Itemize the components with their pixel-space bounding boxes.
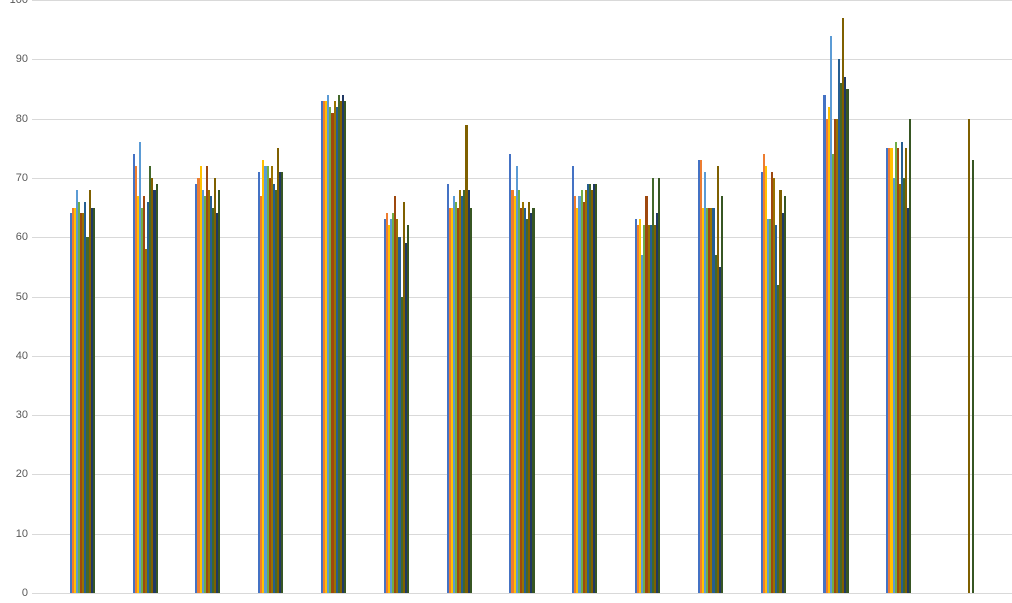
y-tick-label: 0 [4, 587, 28, 599]
bar [846, 89, 848, 593]
bar [721, 196, 723, 593]
bar-group [258, 0, 283, 593]
gridline [32, 593, 1012, 594]
y-tick-label: 50 [4, 291, 28, 303]
bar-group [133, 0, 158, 593]
bar-group [195, 0, 220, 593]
bar-group [384, 0, 409, 593]
y-tick-label: 100 [4, 0, 28, 6]
bar-group [761, 0, 786, 593]
bar [532, 208, 534, 593]
y-tick-label: 40 [4, 350, 28, 362]
bar-group [949, 0, 974, 593]
bar [968, 119, 970, 593]
y-tick-label: 80 [4, 113, 28, 125]
bar-group [447, 0, 472, 593]
bar-group [886, 0, 911, 593]
bar-group [698, 0, 723, 593]
bar-group [509, 0, 534, 593]
chart-container: 0 10 20 30 40 50 60 70 80 90 100 [0, 0, 1012, 603]
bar [470, 208, 472, 593]
plot-area [32, 0, 1012, 593]
bar [972, 160, 974, 593]
bar [595, 184, 597, 593]
bar [909, 119, 911, 593]
bar-group [823, 0, 848, 593]
y-tick-label: 20 [4, 468, 28, 480]
bar-group [635, 0, 660, 593]
y-tick-label: 30 [4, 409, 28, 421]
bar [407, 225, 409, 593]
bar-group [70, 0, 95, 593]
bar [93, 208, 95, 593]
y-tick-label: 90 [4, 53, 28, 65]
bar-group [572, 0, 597, 593]
bar [218, 190, 220, 593]
bar [281, 172, 283, 593]
bar [156, 184, 158, 593]
bar [658, 178, 660, 593]
y-tick-label: 60 [4, 231, 28, 243]
bar-group [321, 0, 346, 593]
bar [784, 196, 786, 593]
y-tick-label: 10 [4, 528, 28, 540]
bar [344, 101, 346, 593]
y-tick-label: 70 [4, 172, 28, 184]
